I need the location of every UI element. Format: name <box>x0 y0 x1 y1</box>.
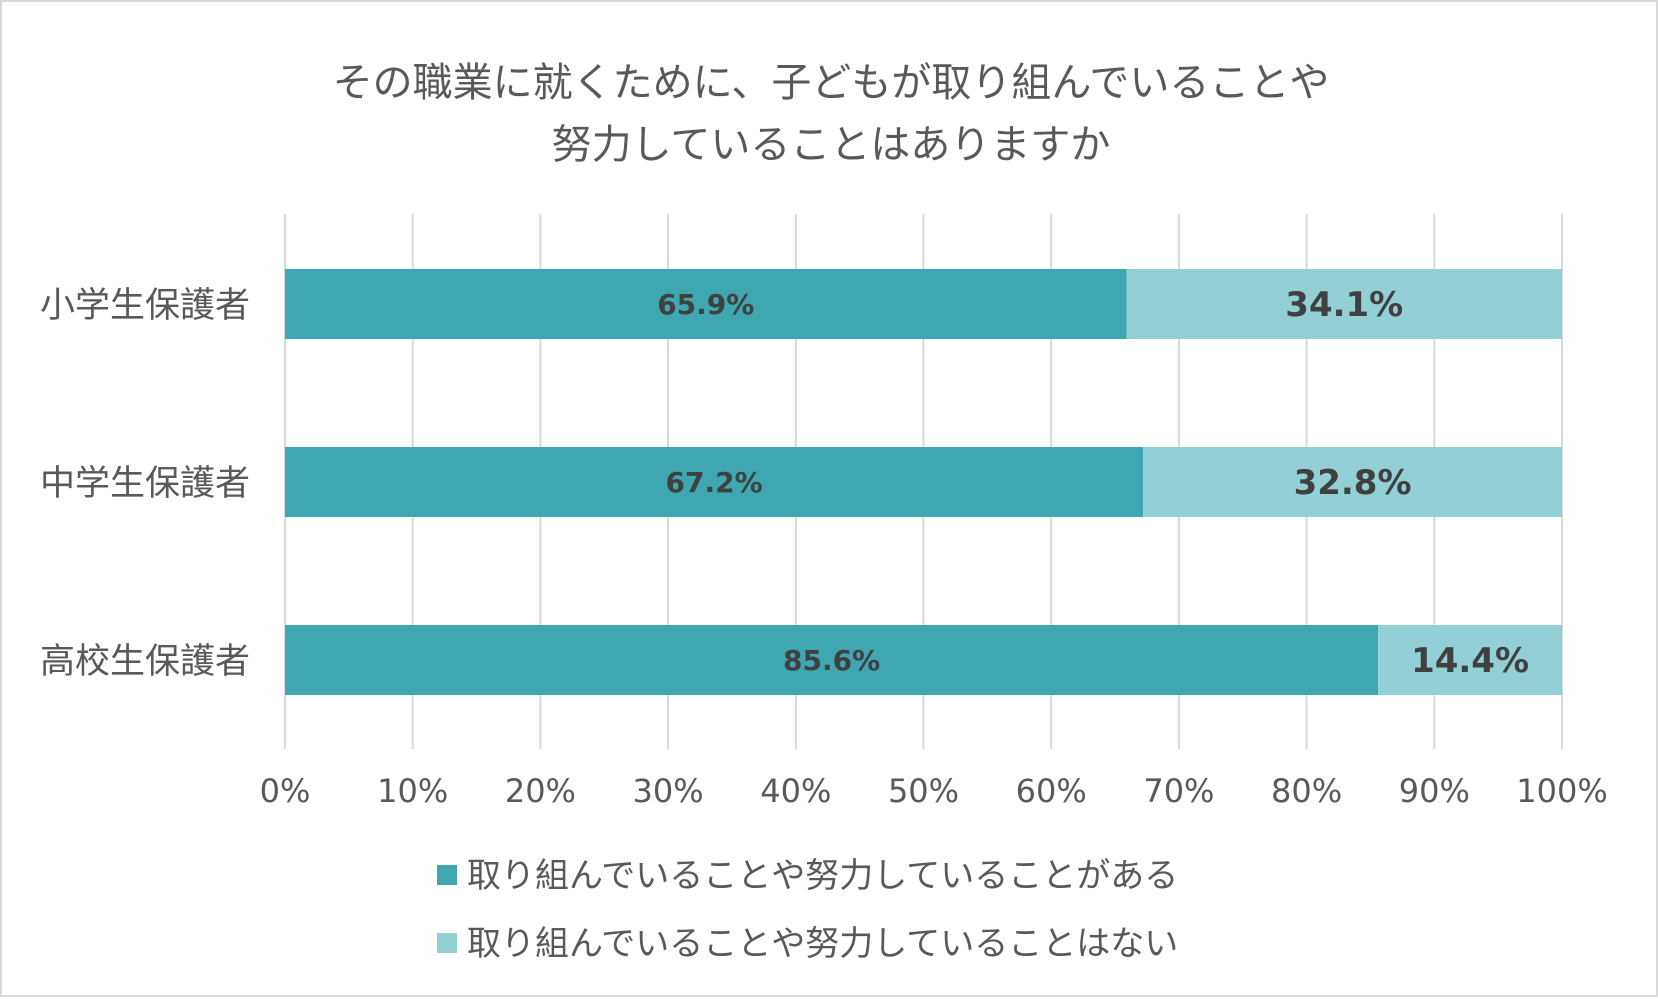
x-tick-label-0: 0% <box>260 772 311 810</box>
x-tick-label-1: 10% <box>377 772 448 810</box>
legend-label-2: 取り組んでいることや努力していることはない <box>467 924 1178 964</box>
x-tick-label-8: 80% <box>1271 772 1342 810</box>
data-label-2-2: 32.8% <box>1294 463 1412 503</box>
x-tick-label-9: 90% <box>1399 772 1470 810</box>
data-label-1-2: 34.1% <box>1285 285 1403 325</box>
x-tick-label-10: 100% <box>1516 772 1607 810</box>
bar-seg-3-1 <box>285 625 1379 695</box>
x-tick-label-6: 60% <box>1016 772 1087 810</box>
x-tick-label-2: 20% <box>505 772 576 810</box>
bar-seg-1-2 <box>1126 269 1562 339</box>
data-label-2-1: 67.2% <box>666 466 763 499</box>
x-tick-label-3: 30% <box>633 772 704 810</box>
data-label-1-1: 65.9% <box>657 288 754 321</box>
data-label-3-1: 85.6% <box>783 644 880 677</box>
legend-label-1: 取り組んでいることや努力していることがある <box>467 856 1178 896</box>
chart-title-line-1: その職業に就くために、子どもが取り組んでいることや <box>333 60 1330 106</box>
bar-seg-3-2 <box>1378 625 1562 695</box>
bar-seg-1-1 <box>285 269 1127 339</box>
category-label-2: 中学生保護者 <box>40 464 250 504</box>
category-label-1: 小学生保護者 <box>40 286 250 326</box>
bars: 65.9% 34.1% 67.2% 32.8% 85.6% 14.4% <box>285 269 1562 695</box>
x-tick-labels: 0% 10% 20% 30% 40% 50% 60% 70% 80% 90% 100% <box>260 772 1608 810</box>
legend-swatch-1 <box>437 865 457 885</box>
chart-title-line-2: 努力していることはありますか <box>552 122 1111 168</box>
x-tick-label-4: 40% <box>760 772 831 810</box>
category-label-3: 高校生保護者 <box>40 642 250 682</box>
data-label-3-2: 14.4% <box>1411 641 1529 681</box>
legend: 取り組んでいることや努力していることがある取り組んでいることや努力していることは… <box>437 856 1178 964</box>
legend-swatch-2 <box>437 933 457 953</box>
x-tick-label-5: 50% <box>888 772 959 810</box>
x-tick-label-7: 70% <box>1143 772 1214 810</box>
bar-seg-2-1 <box>285 447 1144 517</box>
bar-seg-2-2 <box>1143 447 1562 517</box>
